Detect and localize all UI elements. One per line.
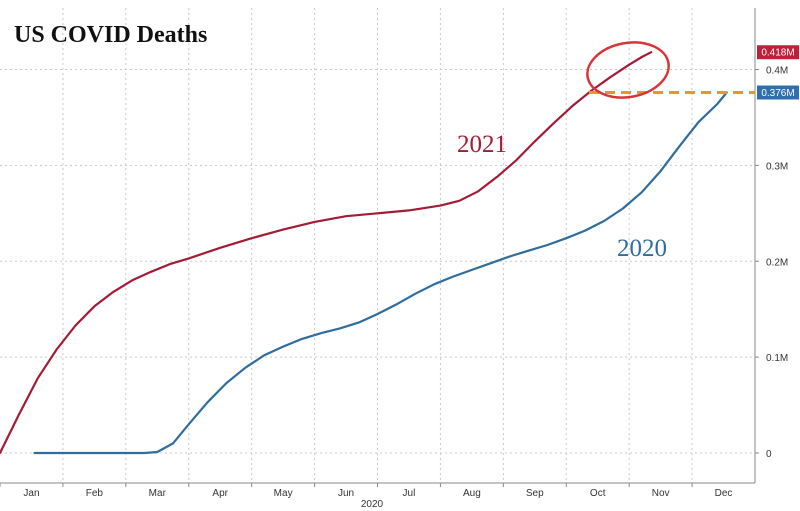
- y-tick-label: 0.3M: [766, 161, 788, 172]
- x-axis-label: 2020: [361, 499, 384, 510]
- series-line-2020: [33, 91, 728, 455]
- y-tick-label: 0.1M: [766, 353, 788, 364]
- x-tick-label: Oct: [590, 488, 606, 499]
- end-tag-2020: [757, 85, 799, 100]
- series-label-2021: 2021: [457, 131, 507, 158]
- end-tag-label-2020: 0.376M: [761, 88, 794, 99]
- y-tick-label: 0: [766, 449, 772, 460]
- x-tick-label: Sep: [526, 488, 544, 499]
- y-tick-label: 0.4M: [766, 66, 788, 77]
- end-tag-label-2021: 0.418M: [761, 48, 794, 59]
- end-value-tags: 0.418M 0.376M: [757, 45, 799, 100]
- x-tick-label: May: [274, 488, 293, 499]
- annotations: [586, 41, 755, 99]
- x-tick-label: Aug: [463, 488, 481, 499]
- chart-title: US COVID Deaths: [14, 22, 207, 48]
- highlight-circle: [586, 41, 670, 99]
- series-line-2021: [0, 51, 653, 455]
- y-tick-label: 0.2M: [766, 257, 788, 268]
- x-tick-label: Jun: [338, 488, 354, 499]
- x-tick-label: Nov: [652, 488, 670, 499]
- x-tick-label: Feb: [86, 488, 104, 499]
- x-tick-label: Mar: [149, 488, 167, 499]
- series-label-2020: 2020: [617, 235, 667, 262]
- end-tag-2021: [757, 45, 799, 60]
- y-tick-labels: 0 0.1M 0.2M 0.3M 0.4M: [755, 66, 788, 460]
- x-tick-label: Dec: [715, 488, 733, 499]
- x-tick-label: Jan: [23, 488, 39, 499]
- series-lines: 2021 2020: [0, 51, 728, 455]
- x-tick-label: Jul: [403, 488, 416, 499]
- x-tick-labels: Jan Feb Mar Apr May Jun Jul Aug Sep Oct Nov Dec: [0, 483, 732, 499]
- x-tick-label: Apr: [212, 488, 228, 499]
